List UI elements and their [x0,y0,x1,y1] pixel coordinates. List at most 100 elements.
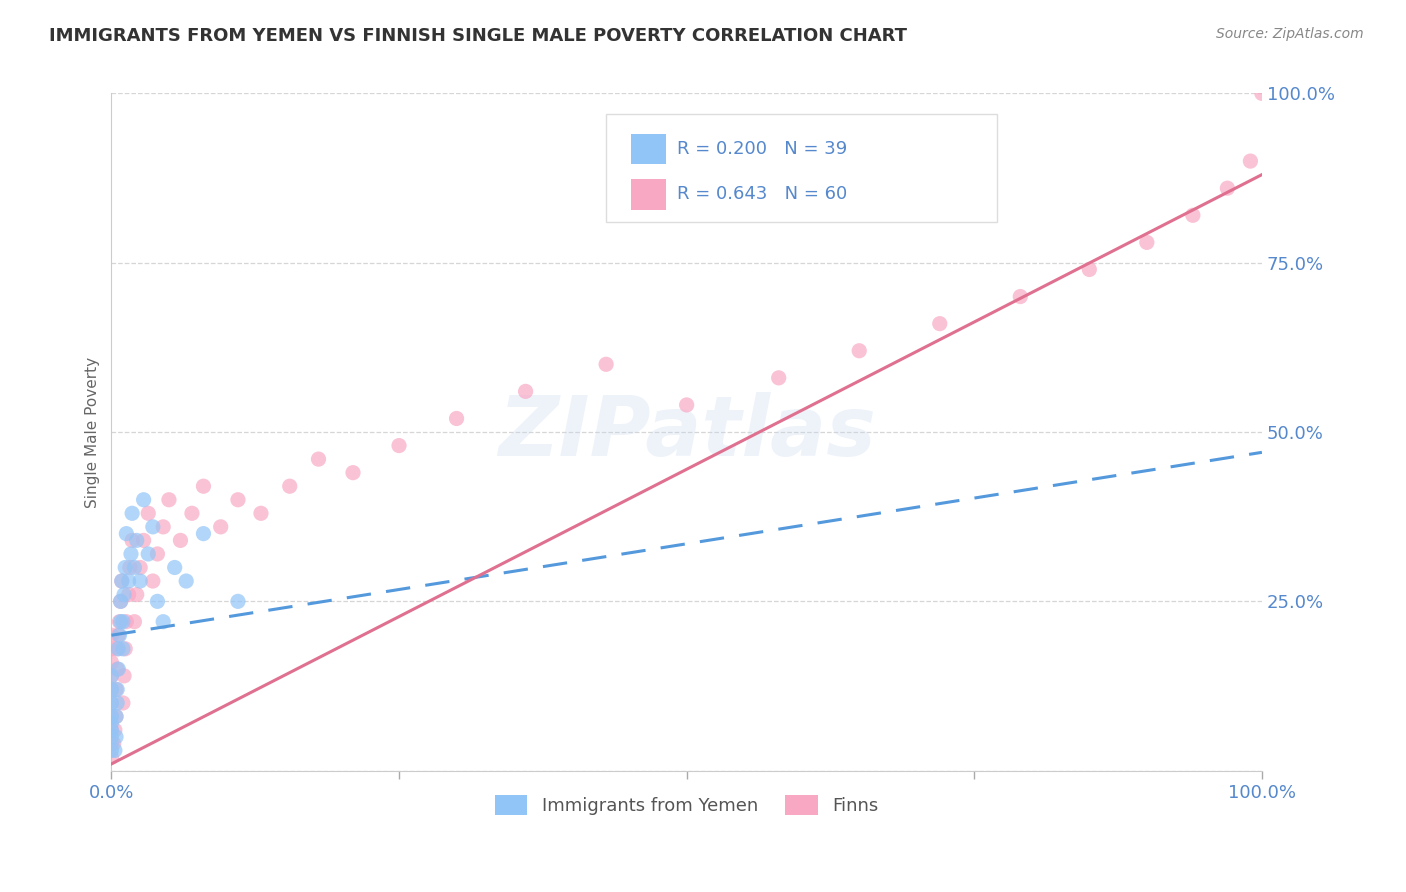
Point [100,716,122,731]
Point [768,371,790,385]
Point [100,669,122,683]
Point [100,709,122,723]
Point [100,682,122,697]
Point [1181,208,1204,222]
Point [115,526,138,541]
Text: R = 0.643   N = 60: R = 0.643 N = 60 [678,186,848,203]
Point [100,628,122,642]
Point [105,709,128,723]
Point [108,615,131,629]
Point [100,743,122,757]
Point [100,750,122,764]
Point [111,696,134,710]
Point [100,641,122,656]
Point [1216,181,1239,195]
Point [100,669,122,683]
Point [112,588,135,602]
Point [110,594,132,608]
Point [193,526,215,541]
Point [152,520,174,534]
Point [1136,235,1159,250]
Point [104,723,127,737]
Point [105,682,128,697]
Point [142,520,165,534]
Point [100,709,122,723]
Point [125,533,148,548]
FancyBboxPatch shape [631,179,666,210]
Point [120,547,142,561]
Point [107,662,129,676]
Point [111,615,134,629]
Point [136,547,159,561]
Point [157,492,180,507]
Point [107,641,129,656]
Point [100,723,122,737]
Point [1010,289,1032,303]
Point [100,723,122,737]
Y-axis label: Single Male Poverty: Single Male Poverty [86,357,100,508]
Point [121,506,143,520]
Point [124,560,146,574]
Point [342,466,364,480]
Point [124,615,146,629]
Text: IMMIGRANTS FROM YEMEN VS FINNISH SINGLE MALE POVERTY CORRELATION CHART: IMMIGRANTS FROM YEMEN VS FINNISH SINGLE … [49,27,907,45]
Point [118,560,141,574]
Point [105,709,128,723]
Point [226,492,249,507]
Point [308,452,330,467]
Text: R = 0.200   N = 39: R = 0.200 N = 39 [678,140,848,158]
Point [114,641,136,656]
Point [105,696,128,710]
Point [142,574,165,588]
Point [129,560,152,574]
Point [1239,154,1261,169]
Point [100,730,122,744]
Point [136,506,159,520]
Point [209,520,232,534]
Point [193,479,215,493]
Point [928,317,950,331]
Text: Source: ZipAtlas.com: Source: ZipAtlas.com [1216,27,1364,41]
Text: ZIPatlas: ZIPatlas [498,392,876,473]
Point [111,574,134,588]
Point [121,533,143,548]
Point [100,682,122,697]
Point [848,343,870,358]
Point [105,730,128,744]
Point [174,574,197,588]
Point [132,533,155,548]
FancyBboxPatch shape [631,134,666,164]
Point [107,628,129,642]
Point [278,479,301,493]
Point [105,641,128,656]
Point [100,696,122,710]
Point [132,492,155,507]
Point [163,560,186,574]
Point [146,594,169,608]
Point [181,506,204,520]
Point [388,439,411,453]
Point [129,574,152,588]
Point [112,669,135,683]
Point [110,594,132,608]
Point [675,398,697,412]
Point [115,615,138,629]
Point [226,594,249,608]
Point [100,737,122,751]
Point [250,506,273,520]
Point [125,588,148,602]
Point [1251,87,1274,101]
Point [114,560,136,574]
Point [105,682,128,697]
Point [100,656,122,670]
Point [108,628,131,642]
Point [110,615,132,629]
FancyBboxPatch shape [606,113,997,222]
Point [446,411,468,425]
Point [111,574,134,588]
Point [104,743,127,757]
Point [103,737,125,751]
Legend: Immigrants from Yemen, Finns: Immigrants from Yemen, Finns [488,788,886,822]
Point [111,641,134,656]
Point [515,384,537,399]
